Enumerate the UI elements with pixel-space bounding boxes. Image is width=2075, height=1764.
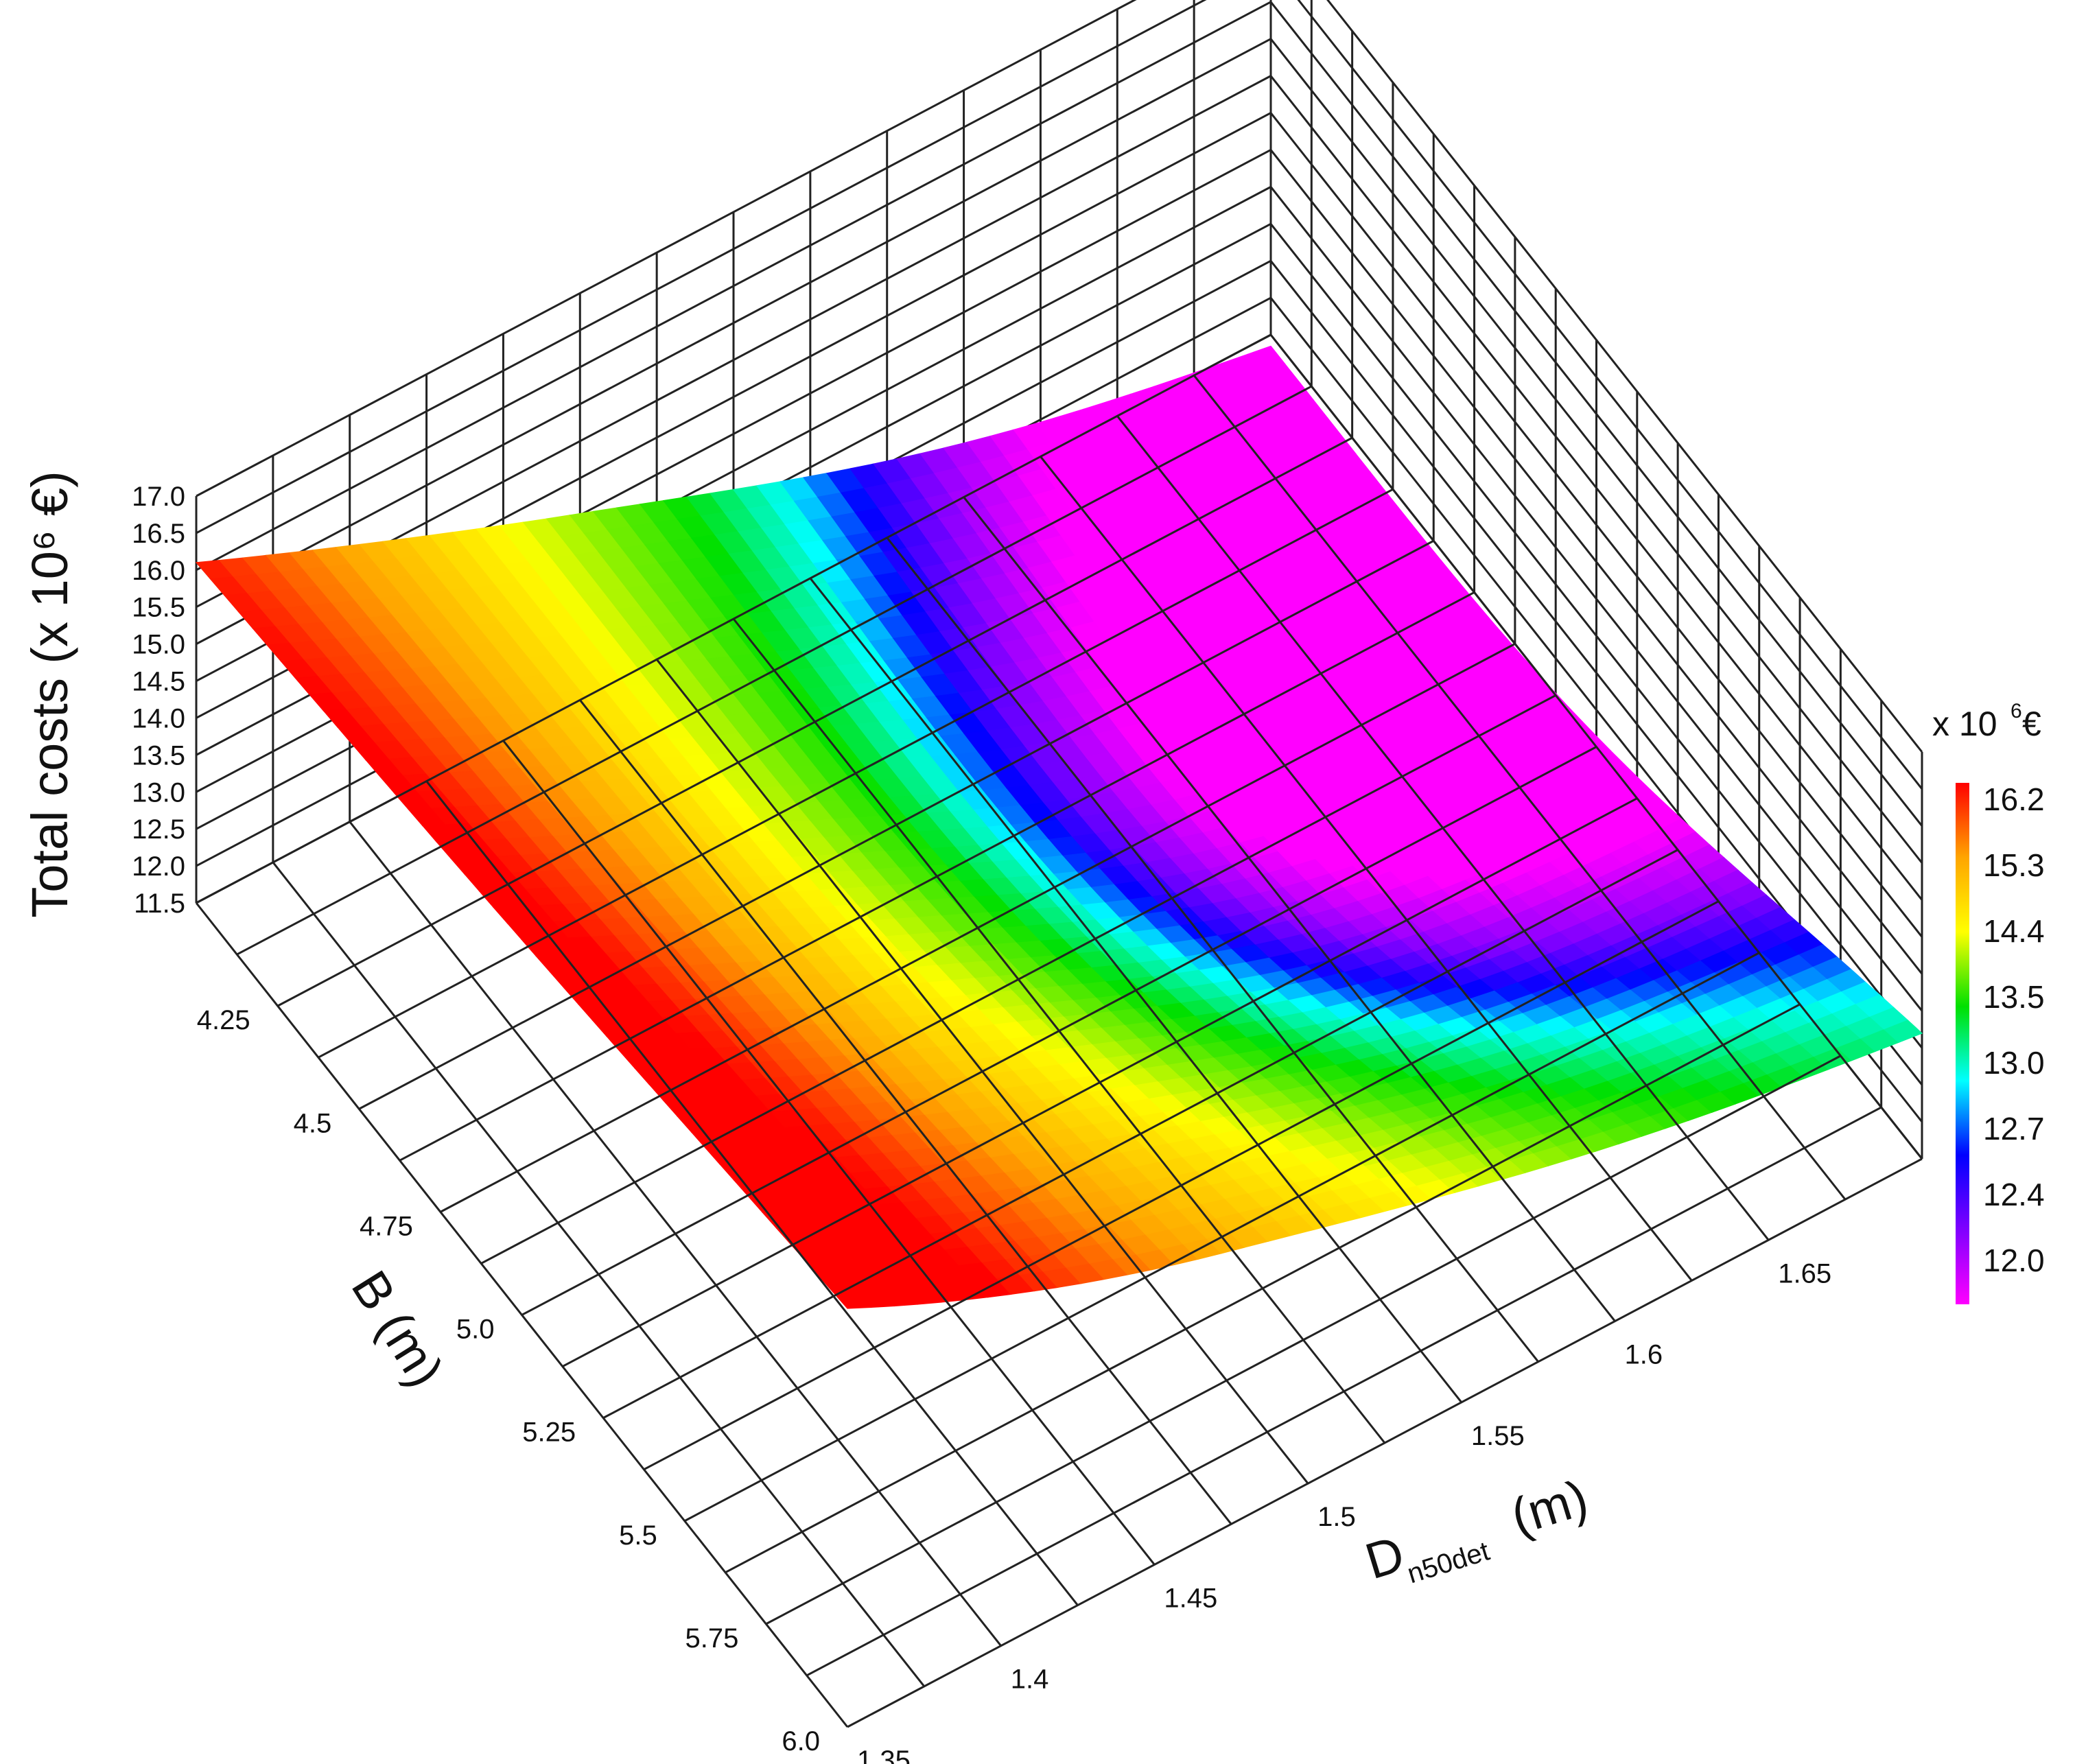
z-tick-label: 15.0 [132,630,185,660]
z-tick-label: 14.5 [132,667,185,697]
floor-line-d [806,1106,1882,1677]
colorbar-unit-exp: 6 [2010,700,2022,722]
colorbar: x 10 6 € 16.2 15.3 14.4 13.5 13.0 12.7 12.4 12.… [1932,700,2045,1304]
b-tick-label: 4.5 [294,1108,332,1138]
z-tick-label: 13.5 [132,740,185,771]
colorbar-gradient [1956,783,1969,1304]
colorbar-tick-label: 13.5 [1983,979,2045,1015]
floor-line-d [277,436,1353,1007]
z-tick-label: 12.0 [132,851,185,882]
z-tick-label: 11.5 [134,889,185,919]
z-tick-label: 12.5 [132,814,185,845]
d-tick-label: 1.55 [1471,1421,1525,1451]
x-axis-title: D n50det (m) [1359,1469,1594,1590]
b-tick-label: 4.75 [360,1211,413,1241]
surface-patch [1884,1020,1923,1043]
floor-grid [195,333,1923,1728]
z-tick-label: 14.0 [132,703,185,733]
colorbar-tick-label: 16.2 [1983,781,2045,817]
d-tick-label: 1.6 [1625,1340,1663,1370]
floor-line-d [847,1157,1923,1728]
colorbar-unit: x 10 6 € [1932,700,2041,743]
b-tick-label: 4.25 [197,1005,250,1035]
colorbar-unit-suffix: € [2022,705,2041,743]
colorbar-unit-prefix: x 10 [1932,705,1997,743]
floor-line-d [196,333,1271,904]
colorbar-tick-label: 13.0 [1983,1045,2045,1081]
b-tick-label: 5.5 [619,1520,657,1551]
z-axis-title: Total costs (x 10⁶ €) [21,471,78,917]
floor-line-d [684,952,1760,1522]
colorbar-tick-label: 12.0 [1983,1243,2045,1278]
z-tick-label: 15.5 [132,593,185,623]
b-tick-label: 5.25 [522,1418,576,1448]
b-tick-label: 5.0 [456,1315,495,1345]
z-tick-label: 13.0 [132,777,185,808]
colorbar-tick-label: 15.3 [1983,847,2045,883]
x-axis-title-unit: (m) [1505,1469,1594,1546]
colorbar-tick-label: 12.4 [1983,1177,2045,1212]
b-tick-label: 5.75 [685,1623,739,1654]
floor-line-d [725,1003,1801,1574]
floor-line-d [521,746,1597,1316]
d-tick-label: 1.4 [1011,1665,1049,1695]
b-tick-label: 6.0 [782,1726,820,1756]
x-axis-title-sub: n50det [1404,1536,1493,1590]
floor-line-d [602,849,1678,1419]
z-tick-label: 16.5 [132,519,185,549]
floor-line-d [318,488,1394,1059]
d-tick-label: 1.45 [1164,1583,1217,1613]
y-axis-title: B (m) [341,1261,455,1396]
colorbar-tick-label: 14.4 [1983,913,2045,949]
floor-line-d [765,1055,1842,1625]
d-tick-label: 1.65 [1778,1258,1831,1289]
x-axis-title-main: D [1359,1525,1410,1590]
colorbar-ticks: 16.2 15.3 14.4 13.5 13.0 12.7 12.4 12.0 [1983,781,2045,1278]
d-tick-label: 1.35 [857,1745,911,1764]
floor-line-d [480,694,1556,1265]
floor-line-d [643,900,1720,1471]
z-tick-label: 16.0 [132,556,185,586]
tick-labels: 11.5 12.0 12.5 13.0 13.5 14.0 14.5 15.0 15.5 16.0… [132,482,1831,1764]
z-tick-label: 17.0 [132,482,185,512]
floor-line-d [440,643,1516,1213]
floor-line-d [358,539,1434,1110]
floor-line-d [236,385,1313,956]
d-tick-label: 1.5 [1317,1502,1356,1532]
colorbar-tick-label: 12.7 [1983,1111,2045,1146]
floor-line-d [399,591,1475,1162]
floor-line-d [562,797,1638,1367]
cost-surface [195,345,1923,1309]
